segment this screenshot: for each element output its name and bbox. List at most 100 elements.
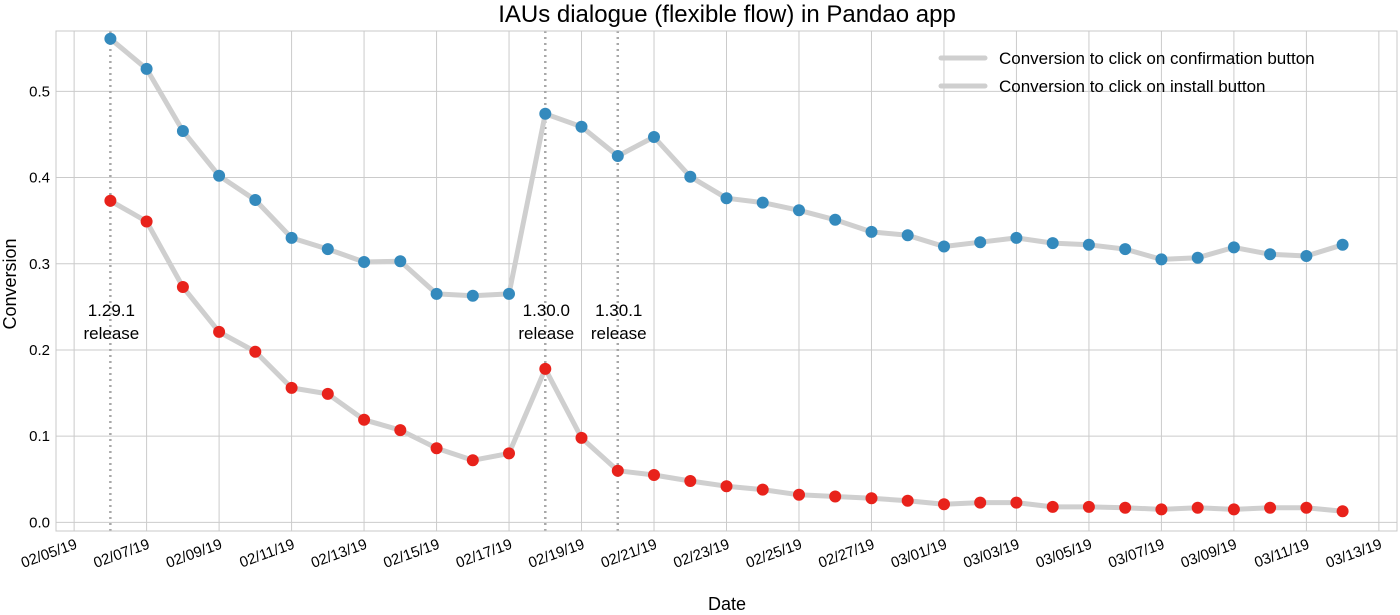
data-point <box>249 345 262 358</box>
data-point <box>285 231 298 244</box>
y-tick-label: 0.0 <box>29 514 50 531</box>
legend-entry: Conversion to click on install button <box>999 77 1265 96</box>
data-point <box>756 196 769 209</box>
release-version-label: 1.30.0 <box>523 301 570 320</box>
y-axis-label: Conversion <box>0 238 20 329</box>
y-tick-label: 0.3 <box>29 256 50 273</box>
release-text-label: release <box>83 324 139 343</box>
x-axis-label: Date <box>708 594 746 614</box>
data-point <box>1191 251 1204 264</box>
x-tick-label: 02/21/19 <box>599 536 660 572</box>
data-point <box>611 150 624 162</box>
data-point <box>793 204 805 217</box>
data-point <box>1300 501 1313 514</box>
data-point <box>829 213 842 226</box>
x-tick-label: 02/23/19 <box>671 536 732 572</box>
data-point <box>575 120 588 133</box>
data-point <box>611 464 624 477</box>
x-tick-label: 02/13/19 <box>309 536 370 572</box>
data-point <box>1155 503 1168 516</box>
series-group <box>104 32 1349 518</box>
data-point <box>938 498 950 511</box>
x-tick-label: 02/11/19 <box>237 536 297 572</box>
data-point <box>1046 237 1059 250</box>
y-tick-label: 0.4 <box>29 170 50 187</box>
data-point <box>1010 231 1023 244</box>
data-point <box>1336 238 1349 251</box>
plot-frame <box>55 30 1398 532</box>
data-point <box>1119 243 1132 256</box>
release-version-label: 1.29.1 <box>88 301 135 320</box>
y-tick-label: 0.1 <box>29 428 50 445</box>
release-version-label: 1.30.1 <box>595 301 642 320</box>
x-tick-label: 02/27/19 <box>816 536 877 572</box>
y-tick-label: 0.5 <box>29 83 50 100</box>
data-point <box>648 469 660 481</box>
grid-lines <box>56 31 1397 531</box>
x-tick-label: 03/09/19 <box>1179 536 1240 572</box>
x-tick-label: 03/07/19 <box>1106 536 1167 572</box>
data-point <box>1264 248 1277 261</box>
data-point <box>1264 501 1277 514</box>
release-text-label: release <box>591 324 647 343</box>
data-point <box>648 131 660 143</box>
data-point <box>213 169 226 182</box>
legend: Conversion to click on confirmation butt… <box>938 49 1315 96</box>
data-point <box>358 413 371 426</box>
data-point <box>503 287 515 300</box>
legend-entry: Conversion to click on confirmation butt… <box>999 49 1315 68</box>
x-tick-label: 02/15/19 <box>381 536 442 572</box>
data-point <box>104 32 117 45</box>
data-point <box>974 496 987 509</box>
x-tick-label: 03/05/19 <box>1034 536 1095 572</box>
x-tick-label: 02/25/19 <box>744 536 805 572</box>
data-point <box>1046 500 1059 513</box>
x-tick-label: 03/03/19 <box>961 536 1022 572</box>
data-point <box>1336 505 1349 518</box>
data-point <box>176 281 189 293</box>
x-tick-label: 02/17/19 <box>454 536 515 572</box>
y-axis-ticks: 0.0 0.1 0.2 0.3 0.4 0.5 <box>29 83 50 531</box>
release-text-label: release <box>518 324 574 343</box>
data-point <box>394 255 407 268</box>
data-point <box>321 387 334 400</box>
data-point <box>684 475 697 487</box>
data-point <box>213 325 226 338</box>
data-point <box>1227 241 1240 254</box>
data-point <box>720 480 733 493</box>
x-tick-label: 02/07/19 <box>91 536 152 572</box>
data-point <box>466 454 479 467</box>
data-point <box>466 289 479 302</box>
data-point <box>1227 503 1240 516</box>
data-point <box>865 225 878 238</box>
data-point <box>1082 238 1095 251</box>
data-point <box>756 483 769 496</box>
data-point <box>1191 501 1204 514</box>
data-point <box>176 125 189 137</box>
data-point <box>503 447 515 460</box>
data-point <box>358 256 371 268</box>
x-tick-label: 03/01/19 <box>889 536 950 572</box>
data-point <box>829 490 842 503</box>
data-point <box>793 488 805 501</box>
data-point <box>1010 496 1023 509</box>
data-point <box>539 362 552 375</box>
x-tick-label: 02/09/19 <box>164 536 225 572</box>
data-point <box>575 431 588 444</box>
data-point <box>430 442 443 455</box>
data-point <box>394 424 407 437</box>
data-point <box>140 62 153 75</box>
data-point <box>901 494 914 507</box>
data-point <box>321 243 334 256</box>
data-point <box>938 240 950 253</box>
data-point <box>901 229 914 242</box>
data-point <box>1300 250 1313 262</box>
x-tick-label: 02/05/19 <box>19 536 80 572</box>
data-point <box>539 107 552 120</box>
y-tick-label: 0.2 <box>29 342 50 359</box>
x-tick-label: 02/19/19 <box>526 536 587 572</box>
data-point <box>140 215 153 228</box>
data-point <box>974 236 987 249</box>
data-point <box>430 287 443 300</box>
